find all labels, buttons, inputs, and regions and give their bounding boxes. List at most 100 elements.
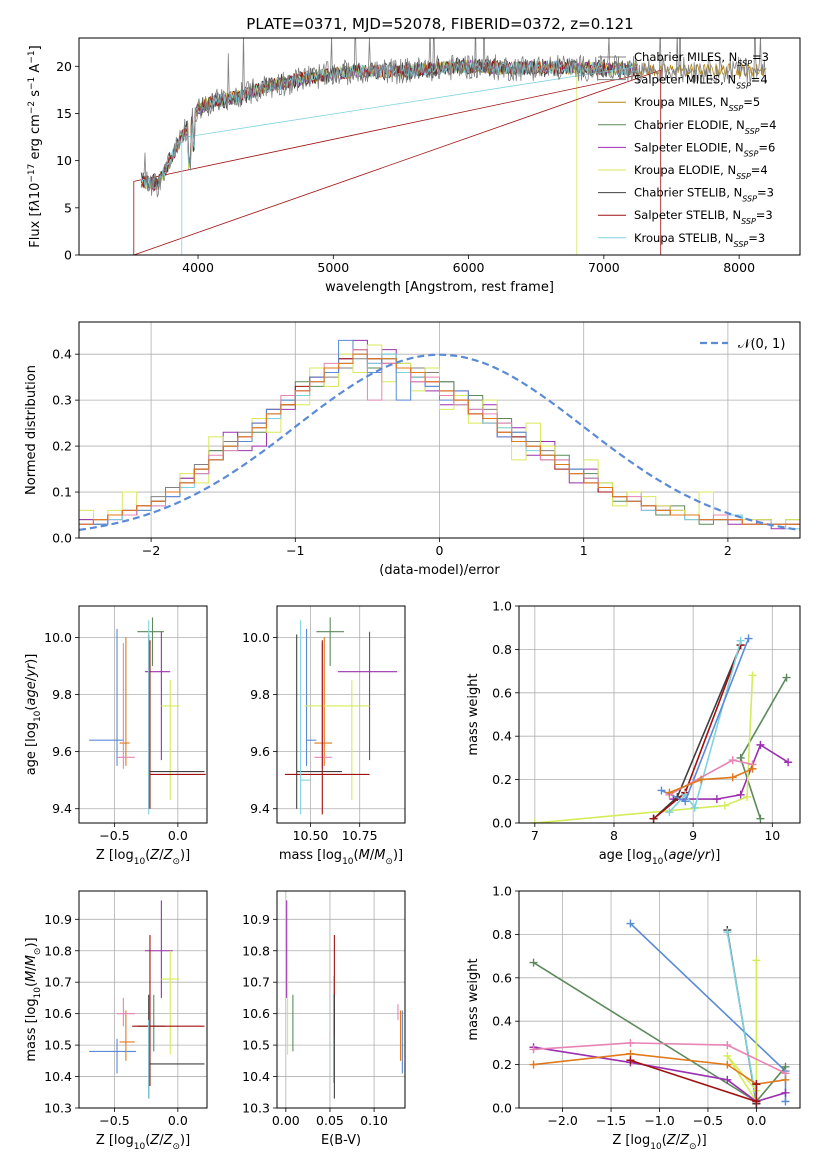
- histogram-3: [79, 344, 800, 525]
- spectrum-series-0: [141, 38, 767, 198]
- x-tick-label: 7000: [588, 260, 620, 275]
- plot-area: [530, 634, 793, 823]
- y-tick-label: 10.5: [242, 1038, 270, 1053]
- x-tick-label: −1: [286, 543, 304, 558]
- age-vs-metallicity-panel: −0.5 0.0 9.4 9.6 9.8 10.0 Z [log10(Z/Z⊙)] age […: [24, 605, 208, 867]
- y-tick-label: 10.8: [44, 943, 72, 958]
- plus-marker: [742, 792, 751, 801]
- spectrum-series-1: [140, 59, 638, 189]
- x-axis-label: wavelength [Angstrom, rest frame]: [325, 280, 554, 295]
- plus-marker: [744, 634, 753, 643]
- x-tick-label: 0.05: [316, 1113, 344, 1128]
- plus-marker: [781, 1097, 790, 1106]
- weight-series-3: [726, 960, 758, 1102]
- y-tick-label: 0.1: [52, 485, 72, 500]
- plot-area: [79, 339, 800, 531]
- y-tick-label: 10: [56, 153, 72, 168]
- plus-marker: [626, 1056, 635, 1065]
- spectrum-legend: Chabrier MILES, NSSP=3 Salpeter MILES, NS…: [598, 50, 776, 248]
- y-tick-label: 10.6: [242, 1006, 270, 1021]
- y-axis-label: age [log10(age/yr)]: [24, 654, 43, 776]
- legend-label: Salpeter MILES, NSSP=4: [634, 73, 768, 91]
- x-tick-label: 5000: [317, 260, 349, 275]
- legend-label: Kroupa MILES, NSSP=5: [634, 95, 760, 113]
- legend-label: Chabrier STELIB, NSSP=3: [634, 186, 774, 204]
- plot-area: [89, 617, 206, 815]
- y-axis-label: mass [log10(M/M⊙)]: [24, 937, 43, 1061]
- x-tick-label: 0: [436, 543, 444, 558]
- weight-series-1: [673, 743, 789, 800]
- x-tick-label: 0.0: [168, 828, 188, 843]
- legend-label: Chabrier ELODIE, NSSP=4: [634, 118, 776, 136]
- y-tick-label: 10.5: [44, 1038, 72, 1053]
- plus-marker: [723, 1051, 732, 1060]
- plus-marker: [748, 671, 757, 680]
- x-tick-label: 1: [580, 543, 588, 558]
- x-tick-label: 10.75: [342, 828, 378, 843]
- plus-marker: [723, 1041, 732, 1050]
- x-axis-label: age [log10(age/yr)]: [599, 848, 721, 867]
- plus-marker: [681, 797, 690, 806]
- y-tick-label: 10.3: [242, 1101, 270, 1116]
- plus-marker: [756, 814, 765, 823]
- weight-series-7: [669, 759, 753, 796]
- weight-series-6: [533, 1042, 786, 1075]
- x-tick-label: 9: [689, 828, 697, 843]
- axes-frame: [518, 605, 801, 824]
- y-tick-label: 9.4: [250, 801, 270, 816]
- y-tick-label: 9.6: [250, 744, 270, 759]
- spectrum-series-3: [140, 59, 638, 191]
- weight-series-8: [630, 1059, 758, 1103]
- y-tick-label: 0.2: [492, 1057, 512, 1072]
- plus-marker: [752, 956, 761, 965]
- residual-histogram-panel: −2 −1 0 1 2 0.0 0.1 0.2 0.3 0.4 (data-model)/error…: [24, 321, 801, 578]
- y-tick-label: 0.0: [52, 531, 72, 546]
- plot-area: [89, 900, 205, 1099]
- x-tick-label: 2: [724, 543, 732, 558]
- weight-vs-metallicity-panel: −2.0 −1.5 −1.0 −0.5 0.0 0.0 0.2 0.4 0.6 0.8 1.0 Z […: [466, 884, 801, 1152]
- mass-vs-ebv-panel: 0.00 0.05 0.10 10.3 10.4 10.5 10.6 10.7 10.8 10.9…: [242, 890, 406, 1148]
- x-axis-label: (data-model)/error: [379, 563, 500, 578]
- legend-label: Kroupa ELODIE, NSSP=4: [634, 163, 768, 181]
- x-tick-label: 0.10: [360, 1113, 388, 1128]
- weight-series-8: [669, 768, 753, 794]
- weight-series-2: [726, 932, 758, 1102]
- plus-marker: [529, 1045, 538, 1054]
- axes-frame: [276, 890, 406, 1109]
- x-tick-label: −0.5: [99, 828, 129, 843]
- y-tick-label: 0.3: [52, 393, 72, 408]
- x-axis-label: E(B-V): [321, 1133, 361, 1148]
- y-tick-label: 10.7: [44, 975, 72, 990]
- histogram-8: [79, 353, 800, 525]
- y-tick-label: 10.3: [44, 1101, 72, 1116]
- y-tick-label: 10.9: [44, 912, 72, 927]
- legend-label: Kroupa STELIB, NSSP=3: [634, 231, 765, 249]
- y-tick-label: 10.8: [242, 943, 270, 958]
- x-tick-label: 8000: [723, 260, 755, 275]
- y-axis-label: mass weight: [466, 673, 481, 755]
- plus-marker: [736, 636, 745, 645]
- plus-marker: [723, 928, 732, 937]
- y-tick-label: 0.8: [492, 642, 512, 657]
- plus-marker: [756, 740, 765, 749]
- legend-label: Chabrier MILES, NSSP=3: [634, 50, 769, 68]
- plus-marker: [736, 753, 745, 762]
- x-tick-label: 7: [531, 828, 539, 843]
- y-tick-label: 0.6: [492, 685, 512, 700]
- plus-marker: [723, 1075, 732, 1084]
- x-tick-label: 0.0: [746, 1113, 766, 1128]
- plot-area: [284, 617, 398, 815]
- plus-marker: [657, 786, 666, 795]
- x-tick-label: 0.0: [168, 1113, 188, 1128]
- y-tick-label: 5: [64, 200, 72, 215]
- plus-marker: [728, 773, 737, 782]
- x-tick-label: −0.5: [693, 1113, 723, 1128]
- plus-marker: [784, 758, 793, 767]
- y-tick-label: 20: [56, 59, 72, 74]
- plus-marker: [712, 795, 721, 804]
- plus-marker: [752, 1080, 761, 1089]
- x-tick-label: −1.5: [596, 1113, 626, 1128]
- plus-marker: [626, 919, 635, 928]
- x-tick-label: −0.5: [99, 1113, 129, 1128]
- axes-frame: [78, 605, 208, 824]
